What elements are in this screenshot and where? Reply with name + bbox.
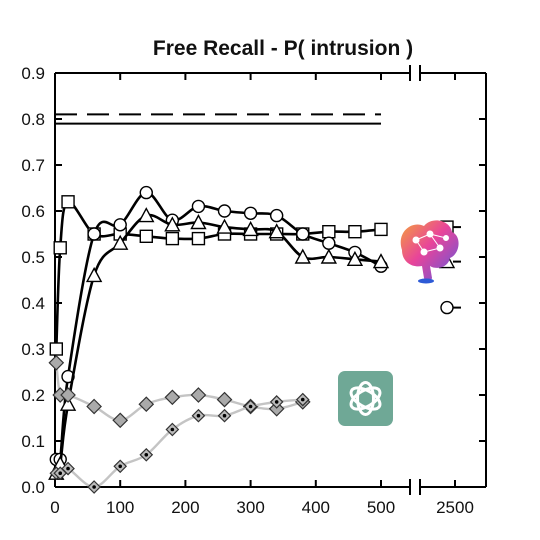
triangle-marker: [294, 248, 311, 264]
triangle-marker: [268, 223, 285, 239]
square-marker: [139, 229, 153, 244]
triangle-marker: [372, 253, 390, 269]
triangle-marker: [59, 395, 77, 411]
square-marker: [374, 222, 388, 237]
logo-layer: [338, 220, 459, 426]
square-marker: [348, 224, 362, 239]
series-layer: [48, 185, 390, 494]
x-tick-label: 0: [50, 498, 59, 517]
triangle-marker: [138, 207, 155, 223]
circle-marker: [296, 227, 310, 241]
reference-lines: [55, 113, 381, 125]
x-tick-label: 300: [236, 498, 264, 517]
axes: 0.0 0.1 0.2 0.3 0.4 0.5 0.6 0.7 0.8 0.9 0 100 200 300…: [21, 64, 487, 517]
dotted-diamond-center: [58, 471, 63, 476]
triangle-marker: [320, 248, 338, 264]
square-marker: [61, 195, 75, 209]
dotted-diamond-center: [196, 413, 201, 418]
x-tick-label: 500: [367, 498, 395, 517]
diamond-marker: [268, 400, 285, 417]
square-marker: [49, 342, 64, 356]
dotted-diamond-center: [274, 400, 279, 404]
diamond-marker: [86, 398, 102, 415]
y-tick-label: 0.4: [21, 294, 45, 313]
series-dotted-diamond: [49, 392, 310, 494]
y-tick-label: 0.5: [21, 248, 45, 267]
diamond-marker: [112, 412, 129, 429]
diamond-marker: [138, 396, 155, 413]
dotted-diamond-center: [222, 413, 227, 418]
diamond-marker: [60, 387, 76, 403]
circle-marker: [243, 206, 258, 221]
square-marker: [191, 231, 206, 246]
dotted-diamond-center: [300, 397, 305, 402]
chart-title: Free Recall - P( intrusion ): [153, 37, 413, 60]
triangle-marker: [164, 216, 181, 232]
y-tick-label: 0.7: [21, 156, 45, 175]
circle-marker: [440, 300, 454, 315]
diamond-marker: [216, 391, 233, 408]
circle-marker: [139, 185, 153, 200]
square-marker: [322, 224, 336, 239]
triangle-marker: [346, 250, 364, 266]
dotted-diamond-center: [170, 427, 175, 432]
circle-marker: [87, 227, 101, 241]
triangle-marker: [112, 234, 129, 250]
dotted-diamond-center: [248, 404, 253, 409]
triangle-marker: [242, 220, 259, 237]
series-line: [55, 213, 382, 475]
openai-logo: [338, 371, 393, 426]
circle-marker: [269, 208, 284, 223]
series-line: [55, 191, 382, 467]
y-tick-label: 0.9: [21, 64, 45, 83]
circle-marker: [113, 218, 127, 232]
y-tick-label: 0.6: [21, 202, 45, 221]
triangle-marker: [190, 214, 207, 230]
circle-marker: [322, 236, 336, 250]
y-tick-label: 0.1: [21, 432, 45, 451]
triangle-marker: [85, 266, 103, 283]
series-triangle: [48, 207, 390, 480]
diamond-marker: [190, 387, 207, 403]
circle-marker: [217, 204, 232, 218]
brain-logo: [400, 220, 459, 284]
dotted-diamond-center: [66, 466, 70, 471]
x-tick-label: 100: [106, 498, 134, 517]
x-tick-label: 2500: [436, 498, 474, 517]
y-tick-label: 0.0: [21, 478, 45, 497]
series-square: [49, 195, 388, 356]
y-tick-label: 0.3: [21, 340, 45, 359]
diamond-marker: [164, 389, 181, 406]
x-tick-label: 400: [302, 498, 330, 517]
square-marker: [53, 241, 67, 255]
series-line: [55, 200, 382, 350]
y-tick-label: 0.8: [21, 110, 45, 129]
diamond-marker: [48, 354, 65, 371]
dotted-diamond-center: [118, 464, 122, 469]
dotted-diamond-center: [144, 453, 149, 457]
dotted-diamond-center: [92, 485, 96, 489]
series-diamond: [48, 354, 311, 429]
triangle-marker: [216, 218, 233, 234]
circle-marker: [191, 199, 206, 214]
x-tick-label: 200: [171, 498, 199, 517]
square-marker: [165, 231, 180, 246]
y-tick-label: 0.2: [21, 386, 45, 405]
